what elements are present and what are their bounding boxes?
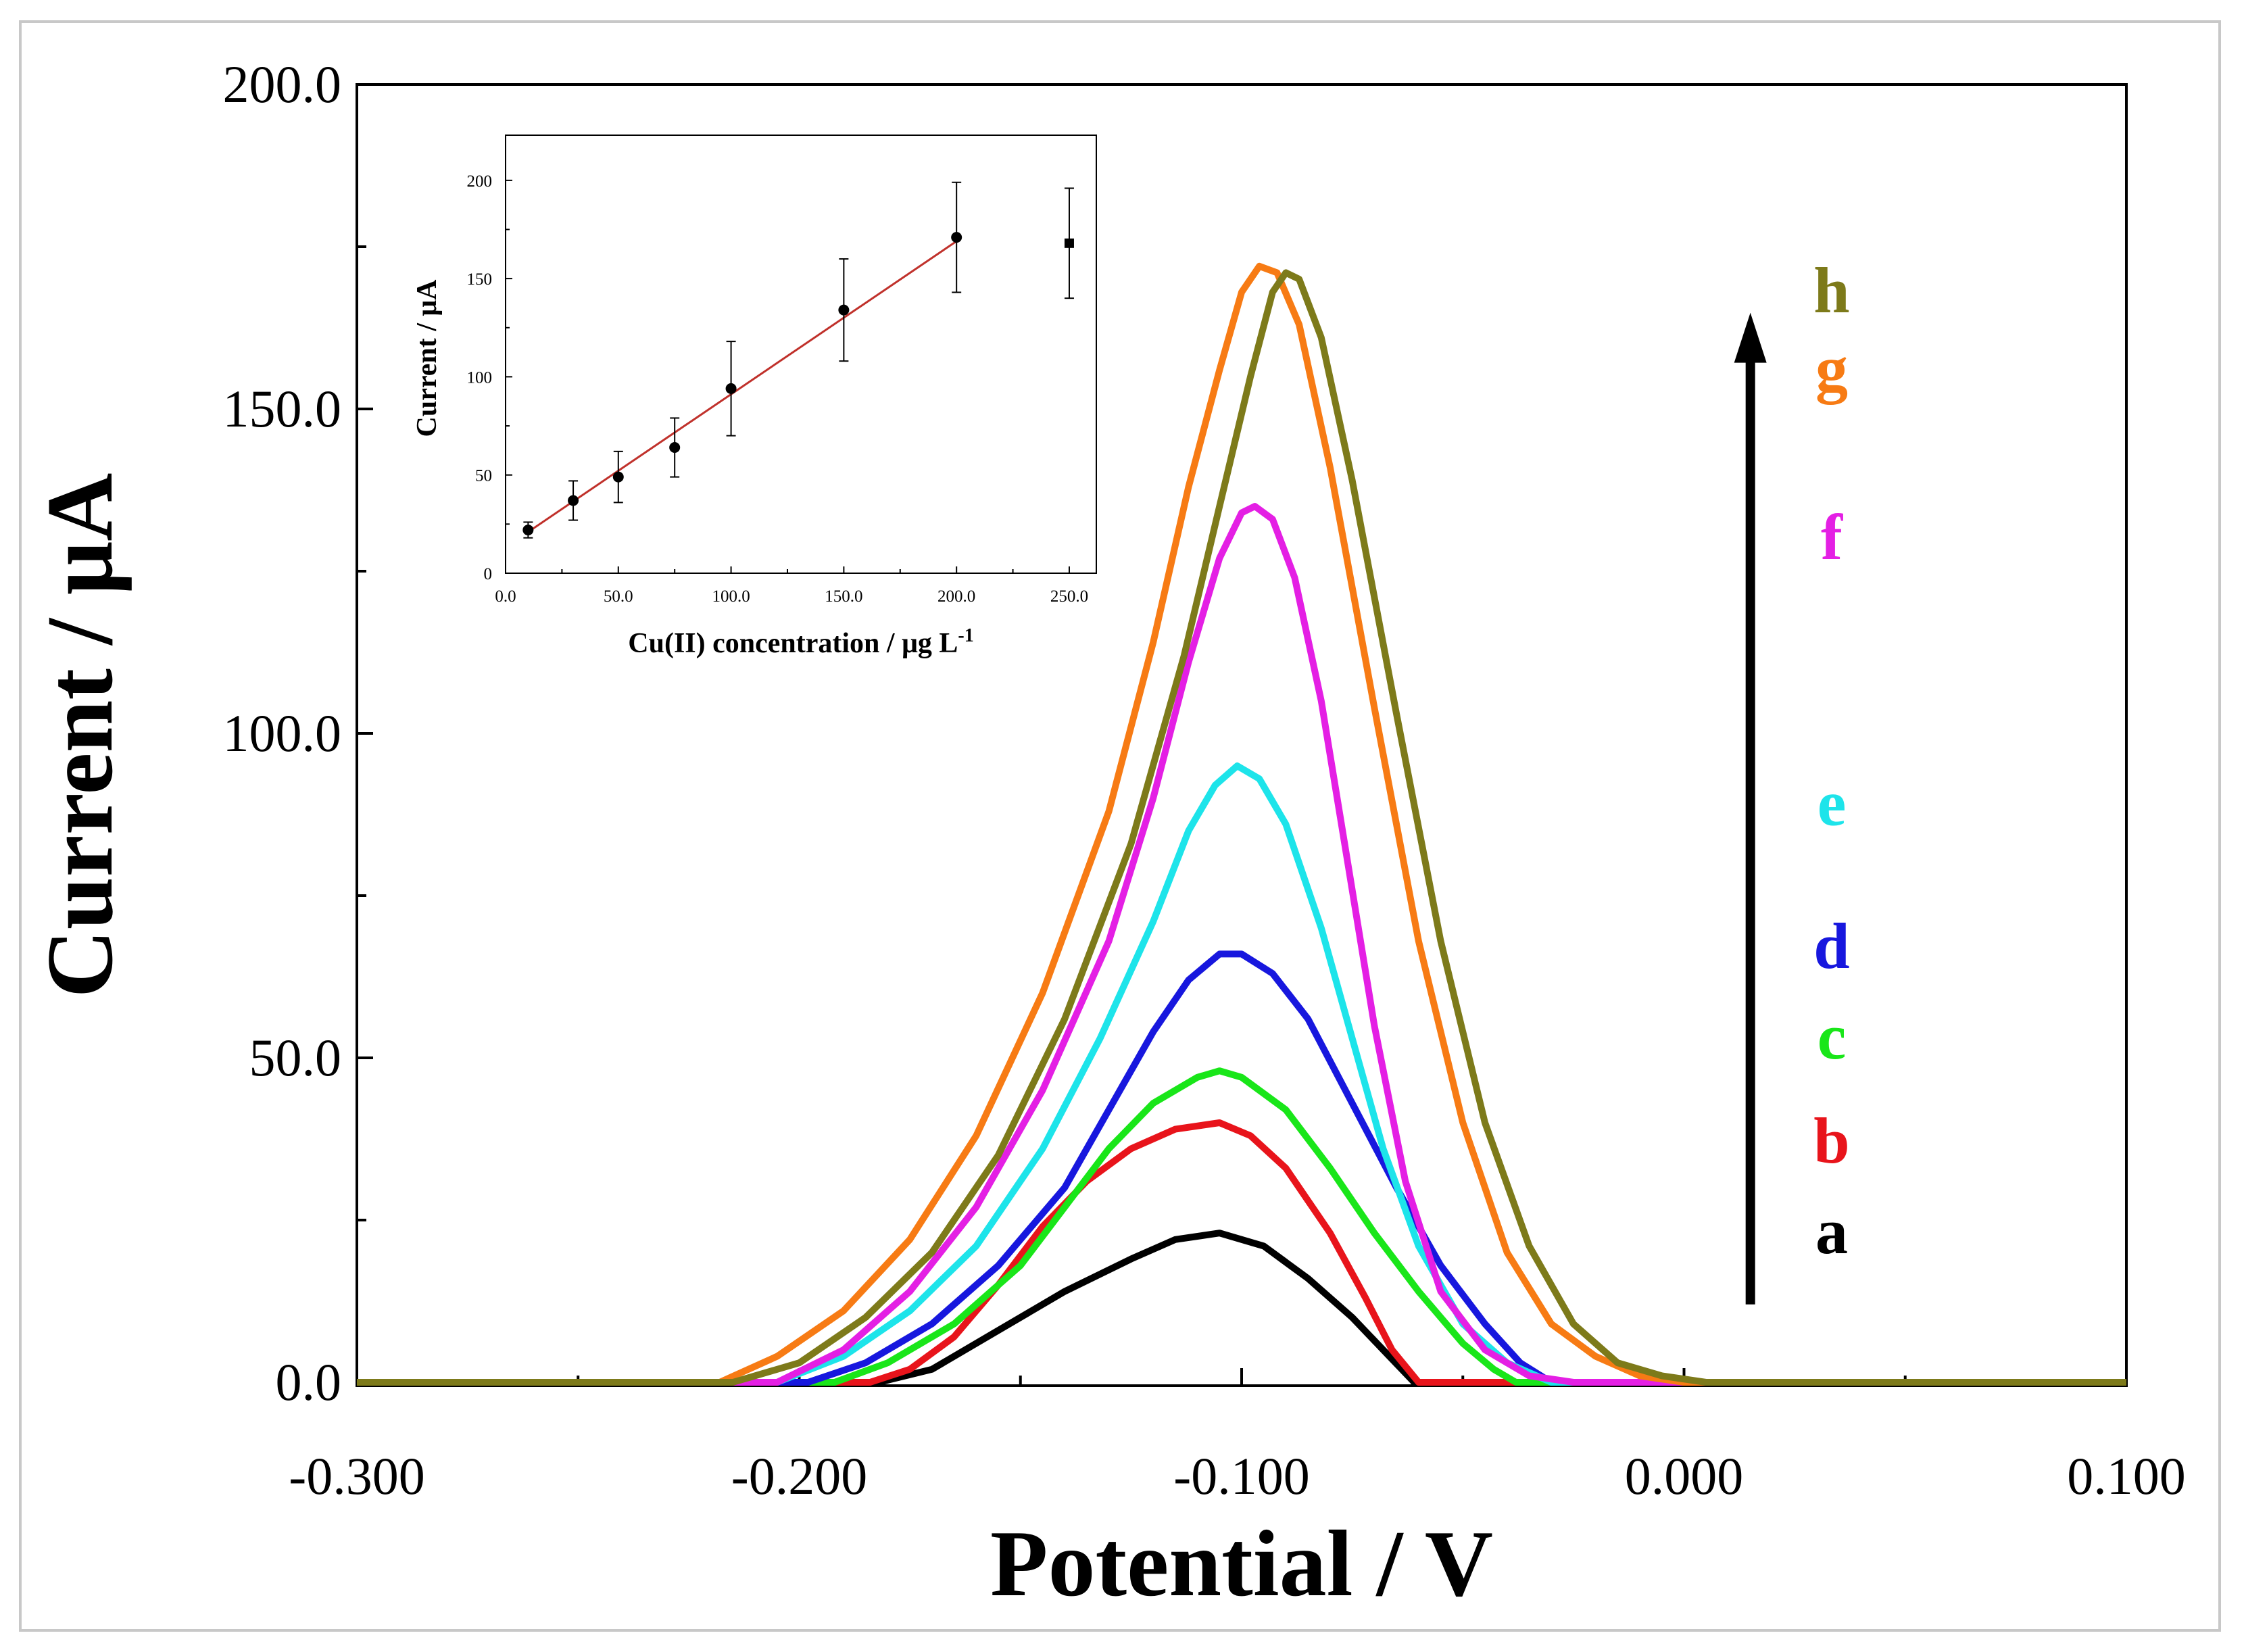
y-tick-label: 200.0 bbox=[223, 55, 342, 114]
inset-x-tick-label: 150.0 bbox=[825, 587, 862, 606]
x-tick-label: -0.200 bbox=[731, 1447, 867, 1505]
x-tick-label: -0.100 bbox=[1173, 1447, 1309, 1505]
curve-label-f: f bbox=[1821, 501, 1843, 573]
inset-y-tick-label: 100 bbox=[467, 368, 493, 387]
curve-g bbox=[357, 262, 2126, 1386]
inset-data-point bbox=[669, 442, 681, 454]
curve-f bbox=[357, 503, 2126, 1386]
curve-label-h: h bbox=[1813, 254, 1849, 326]
inset-plot-area bbox=[505, 135, 1097, 574]
curve-c bbox=[357, 1067, 2126, 1386]
inset-y-tick-label: 150 bbox=[467, 270, 493, 289]
inset-data-point bbox=[951, 232, 962, 243]
inset-x-axis-title: Cu(II) concentration / μg L-1 bbox=[628, 625, 973, 659]
inset-y-axis-title: Current / μA bbox=[412, 279, 443, 437]
inset-y-tick-label: 0 bbox=[484, 565, 493, 583]
curve-label-e: e bbox=[1818, 767, 1847, 840]
inset-x-tick-label: 0.0 bbox=[495, 587, 516, 606]
curve-h bbox=[357, 269, 2126, 1386]
y-axis-title: Current / μA bbox=[28, 473, 132, 998]
inset-data-point bbox=[612, 471, 624, 483]
inset-data-point bbox=[568, 495, 579, 506]
y-tick-label: 0.0 bbox=[276, 1353, 342, 1411]
curve-d bbox=[357, 950, 2126, 1386]
curve-label-g: g bbox=[1815, 332, 1848, 404]
inset-y-tick-label: 200 bbox=[467, 172, 493, 191]
curve-label-d: d bbox=[1813, 910, 1849, 982]
inset-x-tick-label: 200.0 bbox=[937, 587, 975, 606]
curve-b bbox=[357, 1119, 2126, 1386]
inset-x-tick-label: 100.0 bbox=[712, 587, 750, 606]
main-curves bbox=[357, 262, 2126, 1386]
y-tick-label: 50.0 bbox=[249, 1028, 342, 1087]
y-tick-label: 100.0 bbox=[223, 704, 342, 762]
inset-data-point bbox=[1064, 238, 1074, 248]
main-axis-ticks: -0.300 -0.200 -0.100 0.000 0.100 0.0 50.0 100.0… bbox=[223, 55, 2186, 1505]
inset-data-point bbox=[522, 525, 534, 536]
inset-data-point bbox=[838, 304, 850, 316]
inset-axis-ticks: 0.0 50.0 100.0 150.0 200.0 250.0 0 50 100 150 200 bbox=[467, 172, 1089, 606]
x-tick-label: -0.300 bbox=[289, 1447, 424, 1505]
figure-frame bbox=[19, 20, 2221, 1632]
inset-x-axis-title-superscript: -1 bbox=[958, 625, 973, 646]
curve-label-a: a bbox=[1815, 1195, 1848, 1267]
concentration-arrow bbox=[1734, 312, 1767, 1305]
curve-label-c: c bbox=[1818, 1000, 1847, 1073]
curve-label-b: b bbox=[1813, 1104, 1849, 1177]
inset-fit-line bbox=[527, 240, 958, 533]
arrow-head bbox=[1734, 312, 1767, 363]
x-axis-title: Potential / V bbox=[990, 1511, 1493, 1616]
inset-x-axis-title-text: Cu(II) concentration / μg L bbox=[628, 628, 958, 659]
inset-x-tick-label: 250.0 bbox=[1050, 587, 1088, 606]
inset-data-point bbox=[725, 383, 737, 394]
x-tick-label: 0.100 bbox=[2067, 1447, 2186, 1505]
inset-x-tick-label: 50.0 bbox=[604, 587, 633, 606]
inset-marks bbox=[522, 181, 1074, 539]
y-tick-label: 150.0 bbox=[223, 379, 342, 438]
inset-y-tick-label: 50 bbox=[475, 467, 492, 485]
curve-a bbox=[357, 1230, 2126, 1386]
x-tick-label: 0.000 bbox=[1625, 1447, 1744, 1505]
